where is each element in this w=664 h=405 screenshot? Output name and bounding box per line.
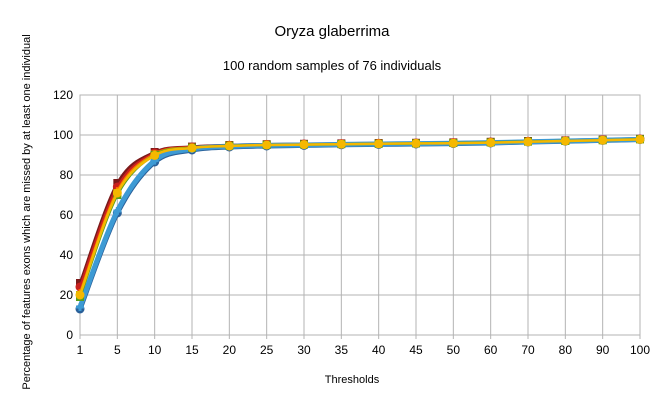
data-point (262, 140, 272, 150)
series-line (78, 138, 642, 297)
x-tick-label: 25 (260, 343, 274, 357)
data-point (374, 139, 384, 149)
series-5 (75, 135, 645, 314)
data-point (448, 138, 458, 148)
x-tick-label: 5 (114, 343, 121, 357)
y-tick-label: 100 (53, 128, 73, 142)
series-line (78, 137, 642, 289)
x-tick-label: 40 (372, 343, 386, 357)
y-tick-label: 40 (60, 248, 74, 262)
data-point (336, 139, 346, 149)
series-8 (75, 134, 645, 300)
grid (79, 94, 641, 336)
data-point (598, 135, 608, 145)
y-axis-label: Percentage of features exons which are m… (21, 34, 33, 389)
series-line (77, 136, 643, 310)
series-layer (75, 134, 645, 314)
y-tick-label: 60 (60, 208, 74, 222)
x-tick-label: 15 (185, 343, 199, 357)
data-point (299, 140, 309, 150)
x-tick-label: 60 (484, 343, 498, 357)
data-point (76, 303, 84, 311)
series-6 (76, 135, 644, 311)
x-axis-label: Thresholds (325, 374, 380, 386)
data-point (486, 138, 496, 148)
x-tick-label: 35 (335, 343, 349, 357)
y-tick-label: 80 (60, 168, 74, 182)
data-point (112, 188, 122, 198)
series-line (78, 137, 642, 295)
x-tick-label: 100 (630, 343, 650, 357)
data-point (187, 143, 197, 153)
x-tick-label: 80 (559, 343, 573, 357)
y-tick-label: 20 (60, 288, 74, 302)
data-point (523, 137, 533, 147)
data-point (75, 290, 85, 300)
x-tick-label: 10 (148, 343, 162, 357)
plot-area-border (79, 94, 641, 336)
x-tick-label: 1 (77, 343, 84, 357)
series-line (78, 137, 642, 299)
y-tick-label: 0 (66, 328, 73, 342)
data-point (224, 141, 234, 151)
data-point (635, 134, 645, 144)
series-line (78, 137, 642, 285)
x-tick-label: 30 (297, 343, 311, 357)
series-line (77, 137, 643, 312)
data-point (150, 150, 160, 160)
x-tick-label: 20 (223, 343, 237, 357)
x-tick-label: 50 (447, 343, 461, 357)
chart-subtitle: 100 random samples of 76 individuals (223, 58, 442, 73)
x-tick-label: 45 (409, 343, 423, 357)
x-tick-label: 70 (521, 343, 535, 357)
chart-title: Oryza glaberrima (274, 23, 390, 40)
data-point (560, 136, 570, 146)
y-tick-label: 120 (53, 88, 73, 102)
data-point (411, 138, 421, 148)
x-tick-label: 90 (596, 343, 610, 357)
series-line (78, 138, 642, 297)
data-point (113, 207, 122, 215)
